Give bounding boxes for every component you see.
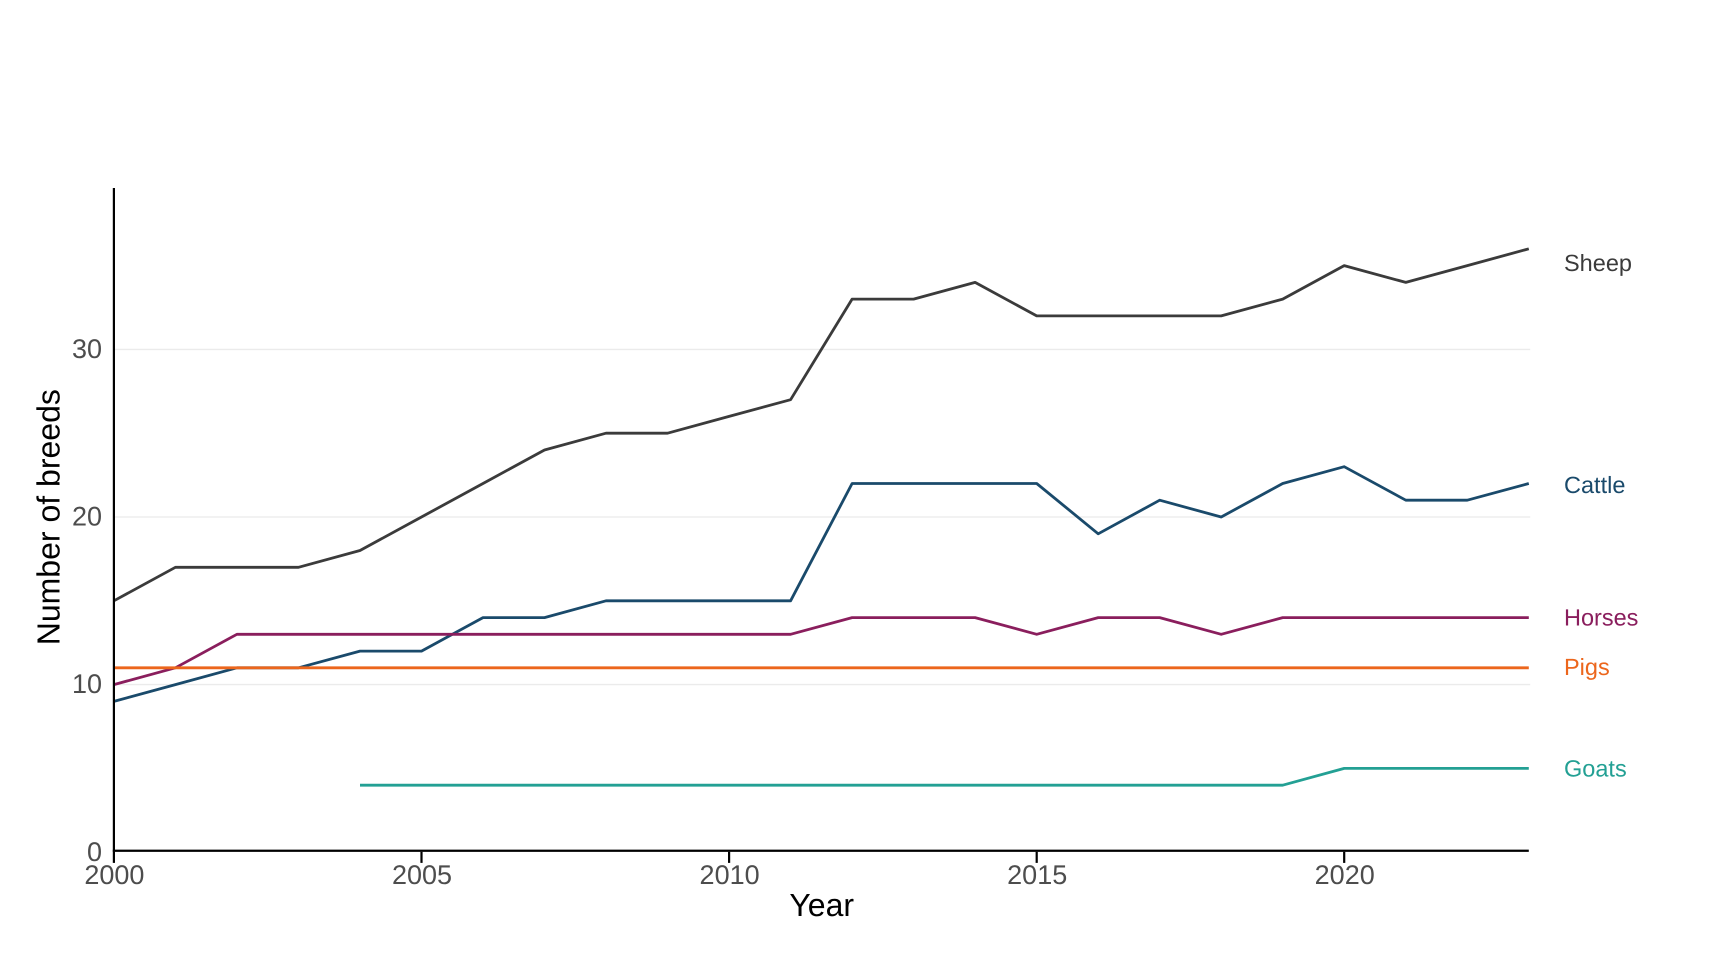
svg-text:Year: Year [789, 887, 854, 923]
svg-text:2005: 2005 [392, 860, 452, 890]
svg-text:Pigs: Pigs [1564, 654, 1610, 680]
svg-text:2015: 2015 [1007, 860, 1067, 890]
svg-text:30: 30 [72, 334, 102, 364]
svg-text:Horses: Horses [1564, 604, 1638, 630]
svg-text:2020: 2020 [1315, 860, 1375, 890]
svg-text:Goats: Goats [1564, 756, 1627, 782]
svg-text:0: 0 [87, 837, 102, 867]
svg-text:2000: 2000 [84, 860, 144, 890]
svg-text:20: 20 [72, 502, 102, 532]
svg-text:Sheep: Sheep [1564, 250, 1632, 276]
svg-text:Number of breeds: Number of breeds [30, 389, 66, 645]
svg-text:10: 10 [72, 669, 102, 699]
svg-text:Cattle: Cattle [1564, 472, 1625, 498]
svg-text:2010: 2010 [700, 860, 760, 890]
